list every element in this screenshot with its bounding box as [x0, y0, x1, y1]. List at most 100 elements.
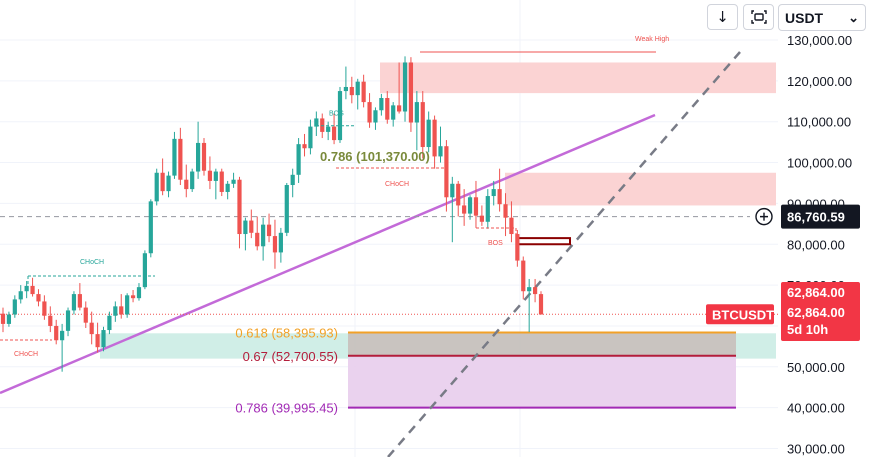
- candle-body: [361, 81, 366, 103]
- candle-body: [18, 291, 23, 300]
- candle-body: [160, 172, 165, 192]
- candle-body: [290, 174, 295, 186]
- overlap-label: 0.786 (101,370.00): [320, 149, 430, 164]
- candle-body: [450, 183, 455, 198]
- arrow-down-icon: ↓: [716, 8, 729, 26]
- candle-body: [95, 334, 100, 348]
- fib-label-0786: 0.786 (39,995.45): [235, 401, 338, 416]
- candle-body: [77, 294, 82, 308]
- candle-body: [272, 236, 278, 253]
- candle-body: [473, 197, 479, 216]
- candle-body: [148, 201, 153, 254]
- price-tick-label: 120,000.00: [787, 74, 852, 89]
- supply-zone-mid: [505, 172, 776, 206]
- candle-body: [136, 287, 142, 299]
- bar-countdown: 5d 10h: [787, 322, 828, 337]
- candle-body: [48, 315, 53, 326]
- candle-body: [456, 183, 461, 206]
- fullscreen-button[interactable]: [743, 4, 774, 30]
- candle-body: [130, 295, 136, 299]
- candle-body: [296, 144, 301, 175]
- candle-body: [24, 285, 29, 292]
- weak-high-label: Weak High: [635, 36, 669, 43]
- candle-body: [89, 322, 94, 335]
- candle-body: [0, 313, 6, 324]
- candle-body: [379, 98, 384, 111]
- candle-body: [237, 179, 242, 235]
- price-tick-label: 130,000.00: [787, 33, 852, 48]
- price-tick-label: 110,000.00: [787, 115, 851, 130]
- current-price-tag: [781, 282, 860, 341]
- candle-body: [207, 170, 213, 181]
- candle-body: [349, 86, 354, 96]
- fib-fill-upper: [348, 332, 736, 356]
- current-price: 62,864.00: [787, 305, 845, 320]
- candle-body: [243, 220, 248, 235]
- candle-body: [467, 197, 473, 214]
- bos-label-right: BOS: [488, 240, 503, 247]
- fullscreen-icon: [750, 10, 767, 24]
- candle-body: [30, 285, 35, 295]
- candle-body: [538, 294, 544, 315]
- price-tick-label: 80,000.00: [787, 237, 845, 252]
- chevron-down-icon: ⌄: [848, 9, 859, 25]
- candle-body: [509, 217, 514, 235]
- candle-body: [515, 234, 520, 261]
- candle-body: [249, 220, 254, 233]
- candle-body: [444, 146, 449, 198]
- candle-body: [6, 314, 12, 324]
- candle-body: [462, 205, 467, 214]
- symbol-tag: BTCUSDT: [712, 307, 774, 322]
- candle-body: [426, 119, 431, 148]
- candle-body: [402, 62, 408, 112]
- candle-body: [255, 232, 260, 247]
- candle-body: [142, 253, 147, 288]
- choch-line-left-top: [27, 275, 155, 290]
- download-button[interactable]: ↓: [707, 4, 738, 30]
- candle-body: [532, 287, 538, 295]
- candle-body: [261, 224, 266, 247]
- candle-body: [408, 62, 414, 123]
- current-price-top: 62,864.00: [787, 285, 845, 300]
- currency-select[interactable]: USDT ⌄: [778, 4, 866, 31]
- candle-body: [284, 185, 289, 233]
- choch-label-left-bottom: CHoCH: [14, 351, 38, 358]
- candle-body: [125, 295, 130, 315]
- candle-body: [12, 299, 17, 315]
- supply-zone-top: [380, 62, 776, 94]
- candle-body: [231, 179, 236, 184]
- order-block-box: [517, 237, 571, 246]
- candle-body: [373, 110, 378, 123]
- candle-body: [154, 172, 159, 202]
- candle-body: [397, 105, 402, 112]
- candle-body: [479, 215, 484, 222]
- candle-body: [331, 126, 337, 141]
- fib-label-0618: 0.618 (58,395.93): [235, 326, 338, 341]
- candle-body: [432, 119, 437, 157]
- candle-body: [107, 315, 112, 331]
- bos-label-mid: BOS: [329, 111, 344, 118]
- candle-body: [119, 306, 124, 315]
- price-tick-label: 50,000.00: [787, 360, 845, 375]
- candle-body: [420, 102, 425, 148]
- ascending-trendline: [0, 113, 656, 395]
- candle-body: [503, 204, 508, 218]
- candle-body: [60, 330, 65, 341]
- candle-body: [367, 102, 372, 123]
- candle-body: [178, 138, 183, 180]
- candle-body: [42, 301, 47, 316]
- candle-body: [343, 86, 349, 92]
- fibonacci-retracement[interactable]: 0.618 (58,395.93) 0.67 (52,700.55) 0.786 (…: [235, 326, 736, 416]
- candle-body: [184, 179, 189, 190]
- structure-annotations: CHoCH CHoCH BOS CHoCH 0.786 (101,370.00) BOS W…: [0, 36, 669, 358]
- candle-body: [225, 183, 230, 192]
- choch-label-left-top: CHoCH: [80, 259, 104, 266]
- price-tick-label: 100,000.00: [787, 156, 852, 171]
- candle-body: [166, 175, 171, 192]
- currency-label: USDT: [785, 9, 824, 26]
- candle-body: [521, 260, 526, 292]
- choch-label-mid: CHoCH: [385, 181, 409, 188]
- candle-body: [308, 126, 313, 149]
